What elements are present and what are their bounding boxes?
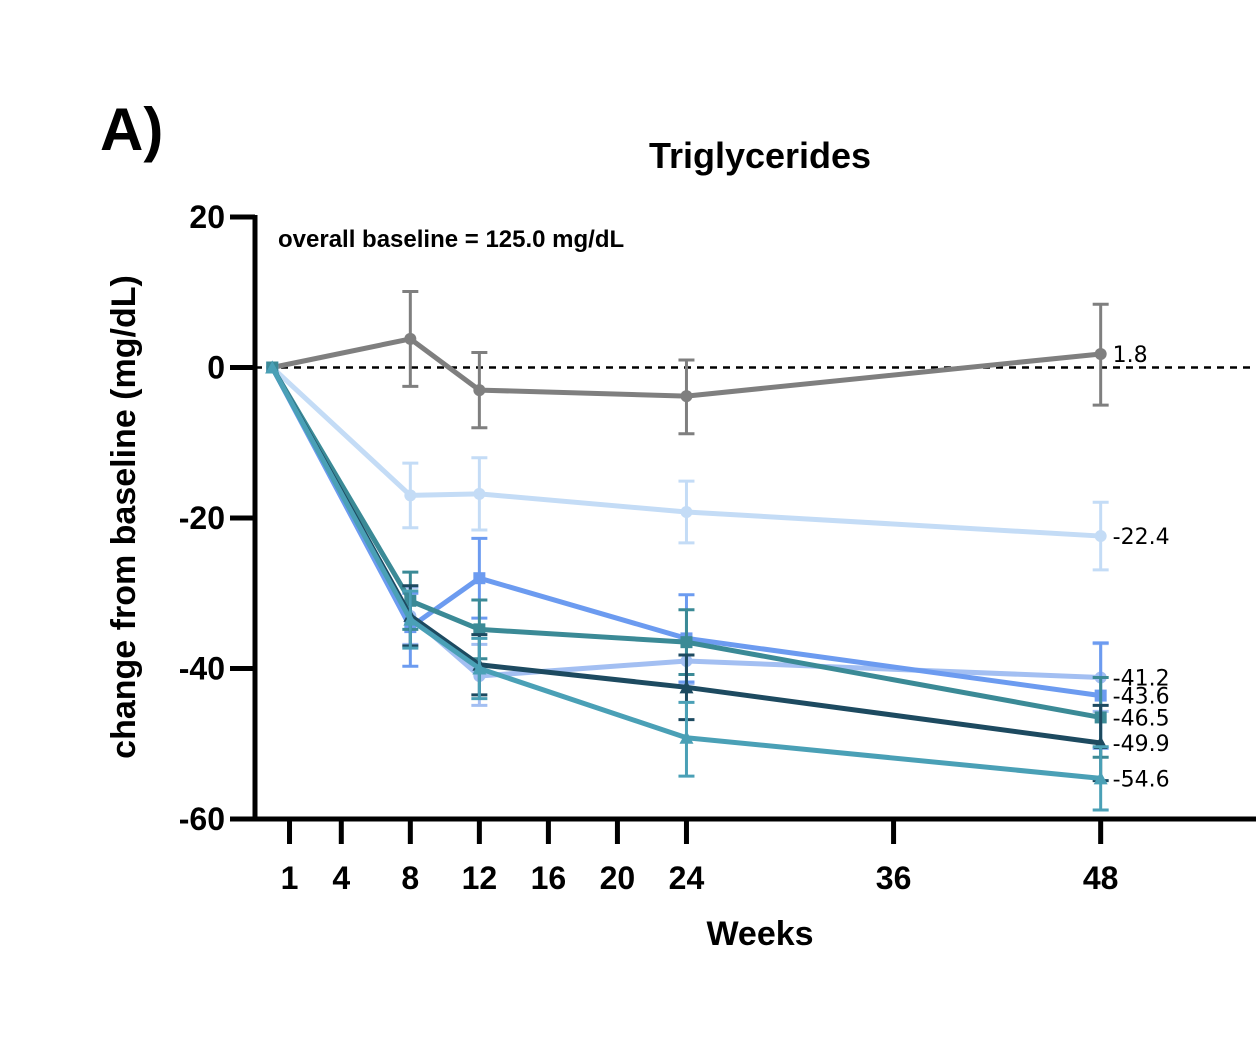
end-value-label: -54.6	[1113, 767, 1170, 792]
end-value-label: -49.9	[1113, 732, 1170, 757]
y-tick-label: 0	[207, 350, 225, 386]
x-tick-label: 8	[401, 860, 419, 896]
y-axis-label: change from baseline (mg/dL)	[105, 275, 143, 759]
data-point	[404, 332, 417, 345]
data-point	[404, 489, 417, 502]
data-point	[679, 730, 694, 744]
chart-title: Triglycerides	[649, 135, 871, 176]
data-point	[1094, 530, 1107, 543]
series-0	[266, 289, 1109, 436]
series-1	[266, 361, 1109, 572]
x-tick-label: 36	[876, 860, 912, 896]
data-point	[473, 384, 486, 397]
baseline-annotation: overall baseline = 125.0 mg/dL	[278, 226, 624, 253]
y-tick-label: -60	[179, 801, 225, 837]
end-value-label: -41.2	[1113, 667, 1170, 692]
end-value-label: -22.4	[1113, 525, 1170, 550]
data-point	[680, 505, 693, 518]
y-tick-label: -20	[179, 500, 225, 536]
end-value-label: -46.5	[1113, 706, 1170, 731]
end-labels: 1.8 -22.4 -41.2-43.6-46.5-49.9 -54.6	[1113, 343, 1170, 792]
data-point	[473, 572, 486, 585]
x-tick-label: 1	[281, 860, 299, 896]
x-tick-label: 16	[531, 860, 567, 896]
data-point	[1093, 771, 1108, 785]
data-point	[679, 680, 694, 694]
panel-label: A)	[100, 96, 163, 163]
data-point	[403, 612, 418, 626]
series-6	[265, 360, 1109, 812]
x-tick-label: 24	[669, 860, 705, 896]
data-point	[680, 636, 693, 649]
y-tick-label: 20	[189, 199, 225, 235]
x-tick-label: 12	[462, 860, 498, 896]
data-point	[1094, 347, 1107, 360]
x-axis-label: Weeks	[706, 915, 813, 953]
data-series	[265, 289, 1109, 812]
x-tick-label: 4	[332, 860, 350, 896]
end-value-label: 1.8	[1113, 343, 1148, 368]
axes: 200-20-40-601 4 8 12 16 20 24 36 48	[179, 199, 1256, 896]
end-value-label: -43.6	[1113, 685, 1170, 710]
x-tick-label: 48	[1083, 860, 1119, 896]
data-point	[265, 360, 280, 374]
data-point	[473, 487, 486, 500]
data-point	[473, 623, 486, 636]
y-tick-label: -40	[179, 651, 225, 687]
data-point	[472, 661, 487, 675]
data-point	[680, 390, 693, 403]
x-tick-label: 20	[600, 860, 636, 896]
